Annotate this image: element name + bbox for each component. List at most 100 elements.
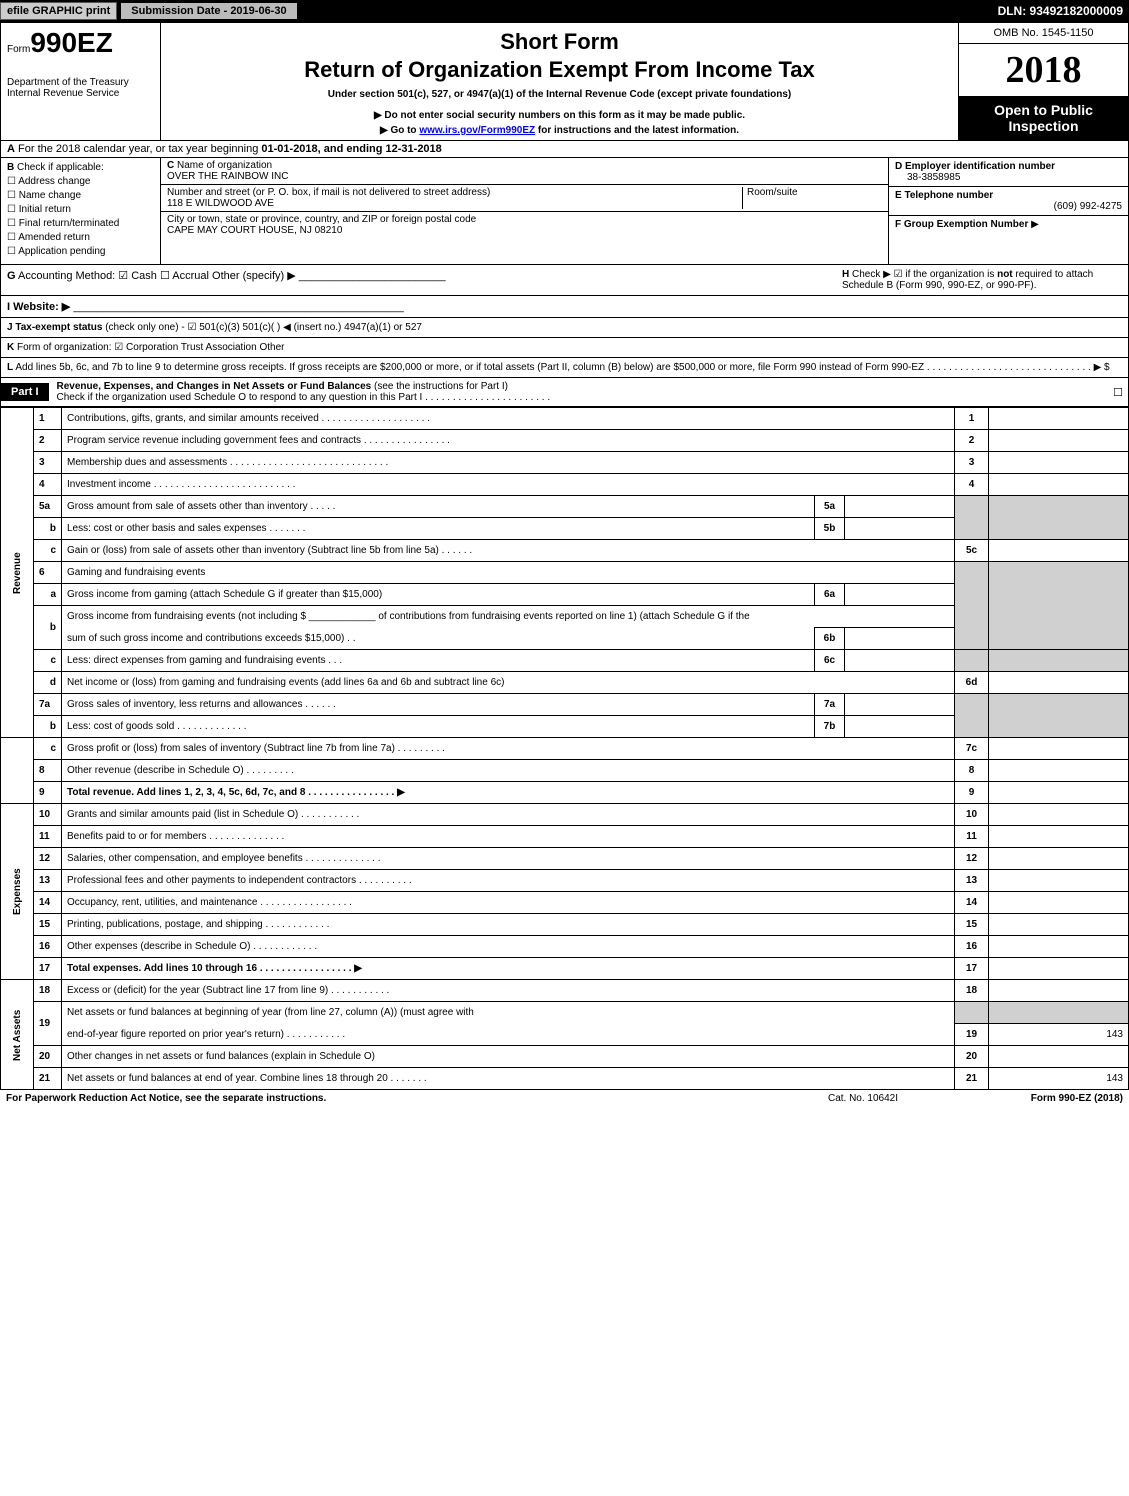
ln6b-pre: Gross income from fundraising events (no… <box>67 611 309 622</box>
ln5a-num: 5a <box>34 496 62 518</box>
ln4-amt <box>989 474 1129 496</box>
c-city-row: City or town, state or province, country… <box>161 212 888 238</box>
ln6b-desc1: Gross income from fundraising events (no… <box>62 606 955 628</box>
ln6a-sa <box>845 584 955 606</box>
chk-application-pending[interactable]: ☐ Application pending <box>7 246 154 257</box>
line-5c: c Gain or (loss) from sale of assets oth… <box>1 540 1129 562</box>
line-6d: d Net income or (loss) from gaming and f… <box>1 672 1129 694</box>
subtitle-1: Under section 501(c), 527, or 4947(a)(1)… <box>169 89 950 100</box>
ln15-num: 15 <box>34 914 62 936</box>
ln9-num: 9 <box>34 782 62 804</box>
ln6c-shade <box>955 650 989 672</box>
d-label: D Employer identification number <box>895 161 1055 172</box>
submission-date: Submission Date - 2019-06-30 <box>121 3 296 19</box>
line-1: Revenue 1 Contributions, gifts, grants, … <box>1 408 1129 430</box>
ln17-amt <box>989 958 1129 980</box>
l-text: Add lines 5b, 6c, and 7b to line 9 to de… <box>15 362 1109 373</box>
efile-print-button[interactable]: efile GRAPHIC print <box>0 2 117 20</box>
ln13-desc: Professional fees and other payments to … <box>62 870 955 892</box>
ln3-amt <box>989 452 1129 474</box>
ln5b-desc: Less: cost or other basis and sales expe… <box>62 518 815 540</box>
ln12-num: 12 <box>34 848 62 870</box>
ln2-num: 2 <box>34 430 62 452</box>
ln6c-sn: 6c <box>815 650 845 672</box>
part1-title-bold: Revenue, Expenses, and Changes in Net As… <box>57 381 372 392</box>
part1-check-text: Check if the organization used Schedule … <box>57 392 551 403</box>
ln3-desc: Membership dues and assessments . . . . … <box>62 452 955 474</box>
line-20: 20 Other changes in net assets or fund b… <box>1 1046 1129 1068</box>
ln14-ref: 14 <box>955 892 989 914</box>
footer-catno: Cat. No. 10642I <box>763 1093 963 1104</box>
line-14: 14 Occupancy, rent, utilities, and maint… <box>1 892 1129 914</box>
ln5a-desc: Gross amount from sale of assets other t… <box>62 496 815 518</box>
ln21-desc: Net assets or fund balances at end of ye… <box>62 1068 955 1090</box>
page-footer: For Paperwork Reduction Act Notice, see … <box>0 1090 1129 1107</box>
ln6b-desc2: sum of such gross income and contributio… <box>62 628 815 650</box>
c-name-heading: Name of organization <box>177 160 272 171</box>
ln3-num: 3 <box>34 452 62 474</box>
row-l-gross-receipts: L Add lines 5b, 6c, and 7b to line 9 to … <box>0 358 1129 378</box>
line-4: 4 Investment income . . . . . . . . . . … <box>1 474 1129 496</box>
ln9-bold: Total revenue. Add lines 1, 2, 3, 4, 5c,… <box>67 787 405 798</box>
ln19-num: 19 <box>34 1002 62 1046</box>
ln6d-desc: Net income or (loss) from gaming and fun… <box>62 672 955 694</box>
label-h: H <box>842 269 849 280</box>
ln1-amt <box>989 408 1129 430</box>
ln6b-mid: of contributions from fundraising events… <box>376 611 750 622</box>
part1-header: Part I Revenue, Expenses, and Changes in… <box>0 378 1129 407</box>
ln15-amt <box>989 914 1129 936</box>
chk-final-return[interactable]: ☐ Final return/terminated <box>7 218 154 229</box>
chk-name-change[interactable]: ☐ Name change <box>7 190 154 201</box>
ln7a-desc: Gross sales of inventory, less returns a… <box>62 694 815 716</box>
e-label: E Telephone number <box>895 190 993 201</box>
line-5a: 5a Gross amount from sale of assets othe… <box>1 496 1129 518</box>
dln-label: DLN: 93492182000009 <box>998 4 1129 18</box>
ln15-desc: Printing, publications, postage, and shi… <box>62 914 955 936</box>
ln6c-sa <box>845 650 955 672</box>
ln19-ref: 19 <box>955 1024 989 1046</box>
part1-checkbox[interactable]: ☐ <box>1108 386 1128 399</box>
open-to-public: Open to Public Inspection <box>959 96 1128 140</box>
ln16-num: 16 <box>34 936 62 958</box>
chk-initial-return-label: Initial return <box>19 204 71 215</box>
ln7c-amt <box>989 738 1129 760</box>
ln13-amt <box>989 870 1129 892</box>
ln10-desc: Grants and similar amounts paid (list in… <box>62 804 955 826</box>
ln5c-amt <box>989 540 1129 562</box>
chk-amended-return[interactable]: ☐ Amended return <box>7 232 154 243</box>
ln19a-desc: Net assets or fund balances at beginning… <box>62 1002 955 1024</box>
c-addr-heading: Number and street (or P. O. box, if mail… <box>167 187 490 198</box>
f-group-cell: F Group Exemption Number ▶ <box>889 216 1128 264</box>
row-a-begin: 01-01-2018 <box>261 143 317 155</box>
ln18-amt <box>989 980 1129 1002</box>
ln7a-num: 7a <box>34 694 62 716</box>
ln14-num: 14 <box>34 892 62 914</box>
chk-address-change[interactable]: ☐ Address change <box>7 176 154 187</box>
label-g: G <box>7 270 16 282</box>
org-city: CAPE MAY COURT HOUSE, NJ 08210 <box>167 225 342 236</box>
f-arrow: ▶ <box>1031 219 1039 230</box>
room-suite: Room/suite <box>742 187 882 209</box>
c-city-heading: City or town, state or province, country… <box>167 214 476 225</box>
ln18-ref: 18 <box>955 980 989 1002</box>
tax-year: 2018 <box>959 44 1128 96</box>
ln5c-ref: 5c <box>955 540 989 562</box>
g-accrual: Accrual <box>172 270 209 282</box>
ln5ab-shade-amt <box>989 496 1129 540</box>
chk-initial-return[interactable]: ☐ Initial return <box>7 204 154 215</box>
chk-application-pending-label: Application pending <box>18 246 105 257</box>
ln7c-ref: 7c <box>955 738 989 760</box>
ln4-desc: Investment income . . . . . . . . . . . … <box>62 474 955 496</box>
ln12-desc: Salaries, other compensation, and employ… <box>62 848 955 870</box>
irs-link[interactable]: www.irs.gov/Form990EZ <box>419 125 535 136</box>
ln6d-num: d <box>34 672 62 694</box>
ln5c-desc: Gain or (loss) from sale of assets other… <box>62 540 955 562</box>
subtitle-3: ▶ Go to www.irs.gov/Form990EZ for instru… <box>169 125 950 136</box>
side-revenue: Revenue <box>1 408 34 738</box>
line-12: 12 Salaries, other compensation, and emp… <box>1 848 1129 870</box>
short-form-title: Short Form <box>169 29 950 55</box>
line-2: 2 Program service revenue including gove… <box>1 430 1129 452</box>
ln9-amt <box>989 782 1129 804</box>
ln7a-sn: 7a <box>815 694 845 716</box>
g-text: Accounting Method: <box>18 270 115 282</box>
